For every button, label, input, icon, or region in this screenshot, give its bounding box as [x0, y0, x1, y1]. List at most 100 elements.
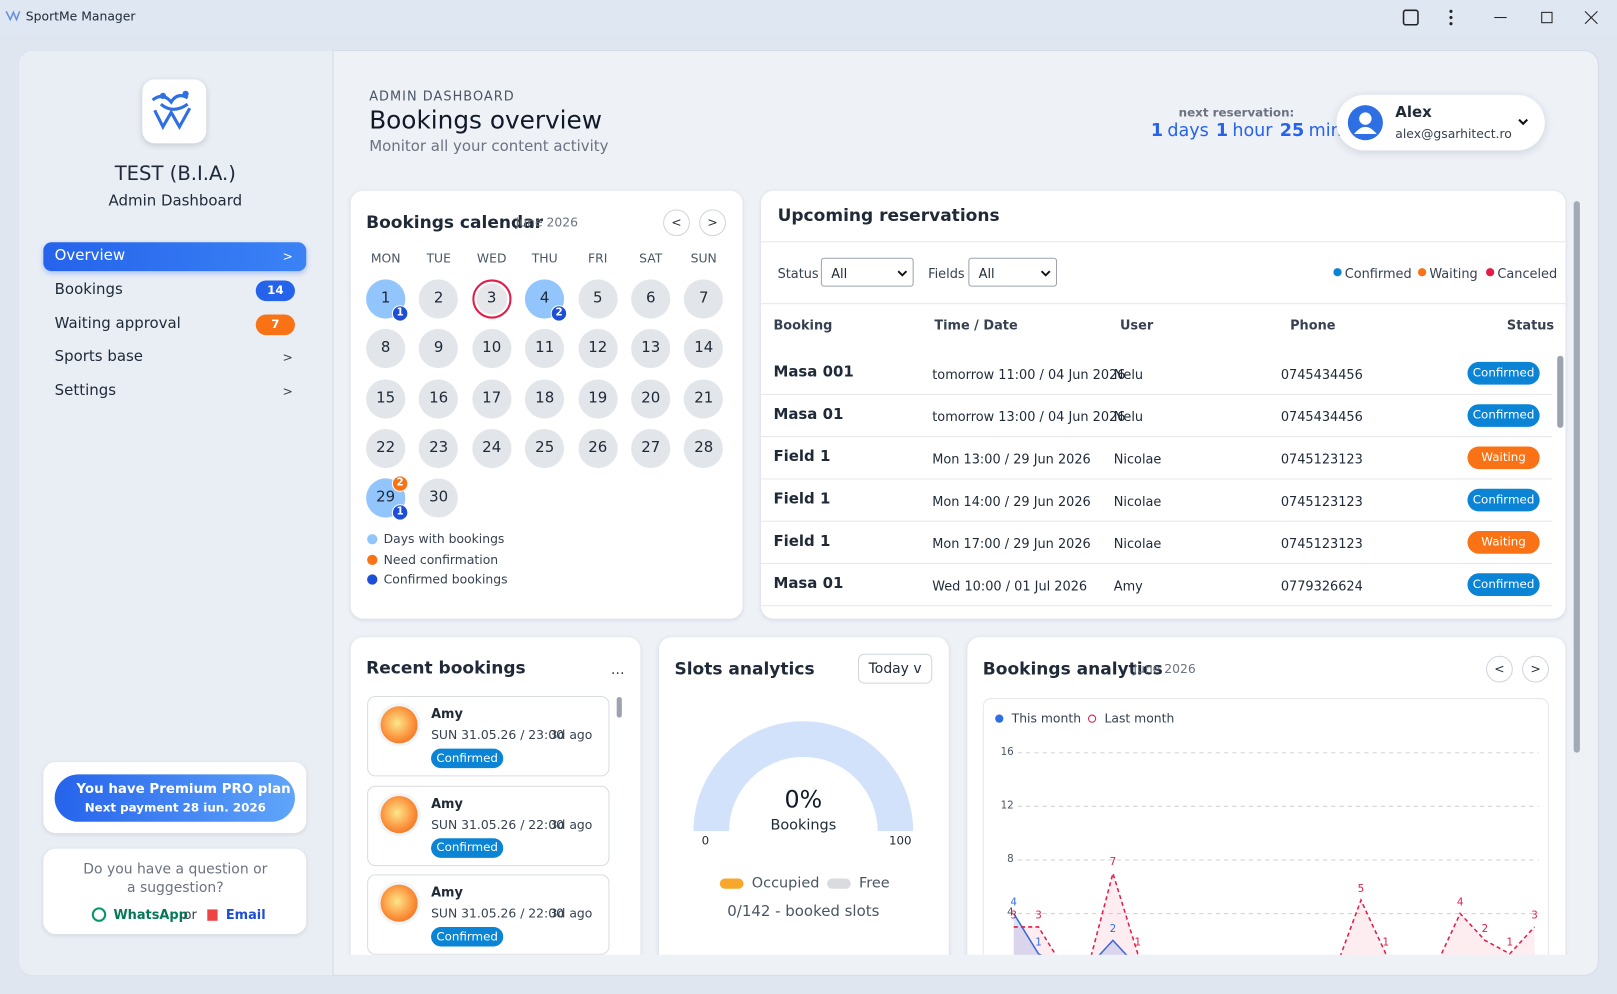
plan-title[interactable]: You have Premium PRO plan: [76, 781, 291, 798]
calendar-day-number[interactable]: 24: [482, 439, 502, 456]
calendar-day-number[interactable]: 16: [429, 389, 449, 407]
calendar-day-number[interactable]: 3: [486, 290, 497, 307]
nav-button[interactable]: [1522, 655, 1549, 683]
nav-button[interactable]: [1486, 655, 1513, 683]
status-pill: [1467, 488, 1540, 512]
calendar-day[interactable]: [684, 428, 724, 469]
calendar-day[interactable]: [419, 329, 459, 369]
calendar-day[interactable]: [578, 279, 618, 319]
nav-button-text[interactable]: >: [1530, 661, 1541, 677]
booking-name[interactable]: Masa 001: [773, 364, 854, 381]
calendar-day-number[interactable]: 20: [641, 389, 661, 407]
calendar-day-number[interactable]: 7: [698, 290, 709, 307]
calendar-day-number[interactable]: 22: [376, 439, 396, 456]
calendar-day[interactable]: [525, 379, 565, 419]
calendar-day[interactable]: [419, 428, 459, 469]
calendar-day-number[interactable]: 17: [482, 389, 502, 407]
nav-label[interactable]: Overview: [54, 247, 126, 265]
calendar-day-number[interactable]: 27: [641, 439, 661, 456]
calendar-day[interactable]: [419, 379, 459, 419]
divider: [761, 241, 1566, 243]
nav-button[interactable]: [663, 209, 690, 237]
calendar-day[interactable]: [578, 428, 618, 469]
calendar-day[interactable]: [631, 379, 671, 419]
calendar-day[interactable]: [472, 379, 512, 419]
plan-subtitle[interactable]: Next payment 28 iun. 2026: [84, 800, 266, 815]
calendar-day[interactable]: [631, 279, 671, 319]
calendar-day-number[interactable]: 18: [535, 389, 555, 407]
recent-menu[interactable]: ...: [610, 661, 625, 679]
calendar-day[interactable]: [525, 329, 565, 369]
calendar-day-number[interactable]: 19: [588, 389, 608, 407]
calendar-day[interactable]: [472, 329, 512, 369]
calendar-day[interactable]: [366, 329, 406, 369]
calendar-day[interactable]: [631, 428, 671, 469]
calendar-day-number[interactable]: 13: [641, 339, 661, 357]
calendar-day[interactable]: [684, 279, 724, 319]
nav-button-text[interactable]: <: [671, 215, 682, 230]
calendar-day-number[interactable]: 14: [694, 339, 714, 357]
whatsapp-link[interactable]: WhatsApp: [113, 906, 188, 923]
booking-name[interactable]: Field 1: [773, 491, 831, 508]
nav-button-text[interactable]: >: [707, 215, 718, 230]
recent-avatar: [380, 795, 418, 833]
calendar-day[interactable]: [631, 329, 671, 369]
slots-title: Slots analytics: [674, 658, 815, 679]
calendar-day[interactable]: [525, 428, 565, 469]
filter-value[interactable]: All: [978, 265, 995, 281]
calendar-day-number[interactable]: 12: [588, 339, 608, 357]
calendar-day-number[interactable]: 21: [694, 389, 714, 407]
status-pill: [1467, 573, 1540, 596]
page-title: Bookings overview: [369, 105, 603, 135]
filter-value[interactable]: All: [831, 265, 848, 281]
calendar-day-number[interactable]: 15: [376, 389, 396, 407]
calendar-day[interactable]: [419, 279, 459, 319]
calendar-day-number[interactable]: 6: [645, 290, 656, 307]
nav-label[interactable]: Bookings: [54, 281, 123, 299]
nav-label[interactable]: Waiting approval: [54, 315, 181, 333]
calendar-day-number[interactable]: 28: [694, 439, 714, 456]
calendar-day[interactable]: [578, 329, 618, 369]
y-tick-label: 8: [1007, 853, 1014, 866]
nav-label[interactable]: Settings: [54, 382, 116, 400]
plan-button[interactable]: [54, 774, 295, 822]
calendar-day[interactable]: [366, 428, 406, 469]
booking-name[interactable]: Field 1: [773, 533, 831, 550]
calendar-day[interactable]: [472, 428, 512, 469]
calendar-day-number[interactable]: 9: [433, 339, 444, 357]
user-chevron[interactable]: [1516, 118, 1530, 128]
calendar-day-number[interactable]: 10: [482, 339, 502, 357]
booking-name[interactable]: Masa 01: [773, 406, 844, 424]
calendar-day[interactable]: [366, 379, 406, 419]
filter-select[interactable]: [820, 257, 914, 287]
calendar-day[interactable]: [684, 329, 724, 369]
email-link[interactable]: Email: [225, 906, 266, 923]
calendar-day-number[interactable]: 8: [380, 339, 391, 357]
filter-select[interactable]: [968, 257, 1058, 287]
booking-name[interactable]: Masa 01: [773, 575, 844, 593]
calendar-day-number[interactable]: 26: [588, 439, 608, 456]
calendar-day[interactable]: [578, 379, 618, 419]
calendar-day[interactable]: [684, 379, 724, 419]
calendar-day-number[interactable]: 5: [592, 290, 603, 307]
calendar-day-number[interactable]: 23: [429, 439, 449, 456]
calendar-day[interactable]: [472, 279, 512, 319]
legend-label: Confirmed bookings: [383, 572, 508, 587]
nav-label[interactable]: Sports base: [54, 348, 143, 366]
nav-item[interactable]: [43, 242, 307, 272]
calendar-day-number[interactable]: 29: [376, 489, 396, 506]
range-text[interactable]: Today v: [868, 660, 922, 678]
calendar-day-number[interactable]: 25: [535, 439, 555, 456]
calendar-day-number[interactable]: 30: [429, 489, 449, 506]
range-button[interactable]: [858, 653, 933, 684]
calendar-day-number[interactable]: 11: [535, 339, 555, 357]
calendar-day-number[interactable]: 1: [380, 290, 391, 307]
nav-button[interactable]: [699, 209, 726, 237]
calendar-day-number[interactable]: 2: [433, 290, 444, 307]
content-area: ADMIN DASHBOARD Bookings overview Monitor …: [350, 88, 1580, 955]
nav-button-text[interactable]: <: [1494, 661, 1505, 677]
calendar-day-number[interactable]: 4: [539, 290, 550, 307]
booking-name[interactable]: Field 1: [773, 448, 831, 466]
recent-time: SUN 31.05.26 / 22:00: [431, 816, 564, 832]
calendar-day[interactable]: [419, 478, 459, 518]
